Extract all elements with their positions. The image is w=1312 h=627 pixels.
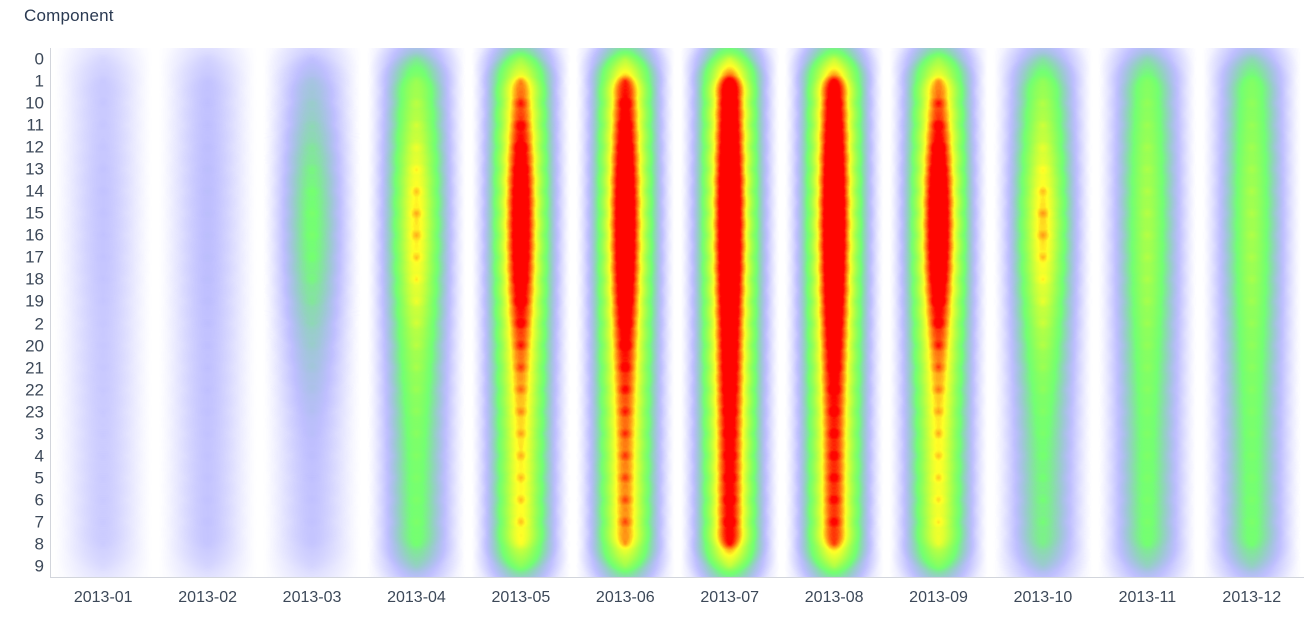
x-axis-label: 2013-07: [700, 589, 760, 606]
x-axis-label: 2013-06: [595, 589, 655, 606]
y-axis-label: 20: [25, 336, 44, 356]
x-axis-label: 2013-11: [1118, 589, 1177, 606]
y-axis-label: 14: [25, 181, 44, 201]
y-axis-label: 18: [25, 269, 44, 289]
y-axis: 0 1 10 11 12 13 14 15 16 17 18 19 2 20 21 22 23 3 4 5 6 7 8 9: [0, 48, 44, 577]
y-axis-label: 3: [34, 424, 44, 444]
y-axis-label: 13: [25, 159, 44, 179]
y-axis-label: 0: [34, 49, 44, 69]
y-axis-label: 15: [25, 203, 44, 223]
y-axis-label: 11: [26, 115, 44, 135]
y-axis-label: 16: [25, 225, 44, 245]
y-axis-label: 2: [34, 314, 44, 334]
y-axis-label: 5: [34, 468, 44, 488]
y-axis-label: 10: [25, 93, 44, 113]
chart-title: Component: [24, 6, 114, 25]
y-axis-label: 9: [34, 556, 44, 576]
y-axis-label: 19: [25, 291, 44, 311]
x-axis-label: 2013-10: [1013, 589, 1073, 606]
heatmap-canvas[interactable]: [51, 48, 1304, 577]
y-axis-label: 6: [34, 490, 44, 510]
y-axis-label: 12: [25, 137, 44, 157]
x-axis: 2013-01 2013-02 2013-03 2013-04 2013-05 2013-…: [51, 588, 1304, 610]
x-axis-label: 2013-05: [491, 589, 551, 606]
y-axis-label: 23: [25, 402, 44, 422]
x-axis-label: 2013-08: [804, 589, 864, 606]
y-axis-label: 1: [34, 71, 44, 91]
x-axis-label: 2013-01: [73, 589, 133, 606]
y-axis-label: 7: [34, 512, 44, 532]
y-axis-label: 21: [25, 358, 44, 378]
y-axis-label: 4: [34, 446, 44, 466]
x-axis-label: 2013-04: [387, 589, 446, 606]
y-axis-label: 8: [34, 534, 44, 554]
y-axis-label: 22: [25, 380, 44, 400]
plot-area: [50, 48, 1304, 578]
x-axis-label: 2013-12: [1222, 589, 1282, 606]
x-axis-label: 2013-02: [178, 589, 237, 606]
x-axis-label: 2013-03: [282, 589, 342, 606]
y-axis-label: 17: [25, 247, 44, 267]
x-axis-label: 2013-09: [909, 589, 968, 606]
